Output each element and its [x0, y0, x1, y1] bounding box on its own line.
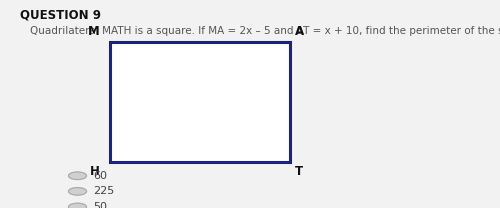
Text: 50: 50 [94, 202, 108, 208]
Circle shape [68, 188, 86, 195]
Text: M: M [88, 26, 100, 38]
Circle shape [68, 203, 86, 208]
Text: A: A [295, 26, 304, 38]
Text: H: H [90, 165, 100, 178]
Text: 225: 225 [94, 186, 115, 196]
Text: Quadrilateral MATH is a square. If MA = 2x – 5 and AT = x + 10, find the perimet: Quadrilateral MATH is a square. If MA = … [30, 26, 500, 36]
Text: 60: 60 [94, 171, 108, 181]
Text: QUESTION 9: QUESTION 9 [20, 8, 101, 21]
Text: T: T [295, 165, 303, 178]
Bar [110, 42, 290, 162]
Circle shape [68, 172, 86, 180]
